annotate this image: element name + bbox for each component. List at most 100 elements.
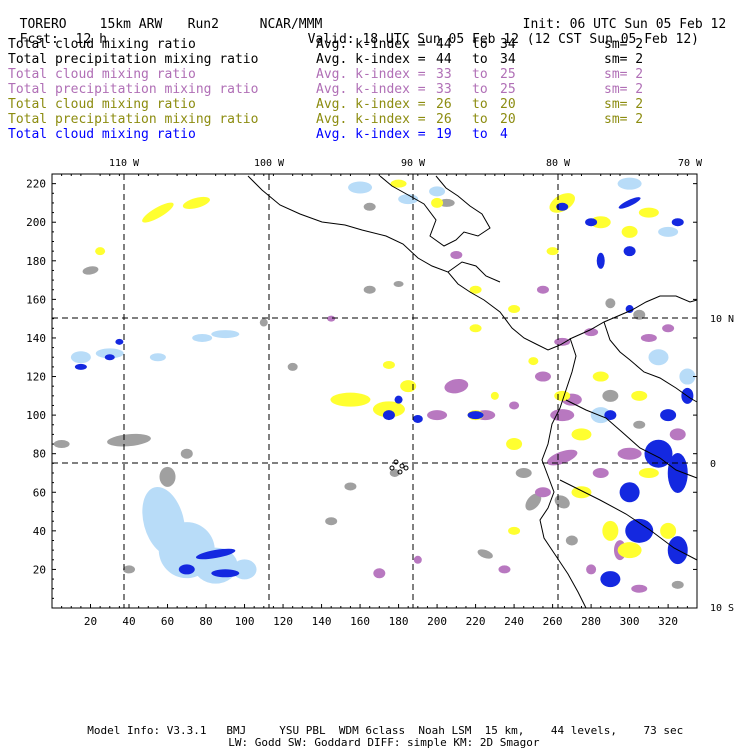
- cloud-yellow-12: [621, 225, 638, 238]
- legend-sm-1: sm= 2: [604, 37, 644, 52]
- cloud-yellow-13: [638, 207, 659, 218]
- cloud-purple-0: [444, 378, 469, 394]
- cloud-purple-5: [547, 449, 578, 466]
- cloud-yellow-3: [330, 392, 371, 407]
- cloud-gray-6: [325, 517, 338, 526]
- legend-to-2: to: [472, 52, 488, 67]
- cloud-purple-3: [534, 371, 551, 382]
- x-tick-label-8: 180: [389, 615, 409, 628]
- x-tick-label-11: 240: [504, 615, 524, 628]
- x-tick-label-15: 320: [658, 615, 678, 628]
- legend-sm-2: sm= 2: [604, 52, 644, 67]
- cloud-gray-5: [180, 448, 193, 459]
- galapagos-island-4: [403, 465, 409, 471]
- cloud-yellow-4: [372, 401, 405, 418]
- cloud-blue-7: [660, 409, 677, 422]
- legend-sm-5: sm= 2: [604, 97, 644, 112]
- cloud-gray-3: [159, 466, 176, 487]
- border-honduras: [447, 261, 501, 283]
- legend-field-2: Total precipitation mixing ratio: [8, 52, 259, 67]
- y-tick-label-5: 120: [26, 371, 46, 384]
- legend-avg-label-2: Avg. k-index =: [316, 52, 426, 67]
- legend-k-to-1: 34: [500, 37, 516, 52]
- cloud-gray-13: [393, 280, 404, 287]
- legend-to-7: to: [472, 127, 488, 142]
- cloud-blue-17: [211, 569, 240, 578]
- cloud-gray-0: [82, 266, 99, 275]
- galapagos-island-0: [393, 459, 399, 465]
- header-valid: Valid: 18 UTC Sun 05 Feb 12 (12 CST Sun …: [292, 17, 699, 47]
- header-model: TORERO: [4, 2, 67, 32]
- cloud-purple-19: [669, 428, 686, 441]
- cloud-yellow-14: [571, 428, 592, 441]
- cloud-blue-2: [619, 482, 640, 503]
- cloud-blue-18: [178, 564, 195, 575]
- cloud-lightblue-13: [658, 226, 679, 237]
- y-tick-label-4: 100: [26, 409, 46, 422]
- cloud-yellow-5: [400, 380, 417, 393]
- legend-k-from-1: 44: [436, 37, 452, 52]
- cloud-lightblue-9: [348, 181, 373, 194]
- cloud-yellow-26: [490, 391, 499, 400]
- cloud-gray-23: [633, 420, 646, 429]
- x-tick-label-3: 80: [199, 615, 212, 628]
- legend-sm-6: sm= 2: [604, 112, 644, 127]
- x-tick-label-14: 300: [620, 615, 640, 628]
- legend-sm-3: sm= 2: [604, 67, 644, 82]
- coastline-caribbean: [379, 175, 491, 247]
- fcst-value: 12 h: [75, 32, 107, 47]
- legend-avg-label-7: Avg. k-index =: [316, 127, 426, 142]
- footer-line-2: LW: Godd SW: Goddard DIFF: simple KM: 2D…: [228, 736, 540, 749]
- legend-k-to-3: 25: [500, 67, 516, 82]
- cloud-yellow-27: [390, 179, 407, 188]
- y-tick-label-1: 40: [33, 525, 46, 538]
- cloud-purple-9: [554, 337, 571, 346]
- cloud-yellow-17: [554, 390, 571, 401]
- cloud-yellow-21: [508, 526, 521, 535]
- lat-label-2: 10 S: [710, 603, 734, 614]
- cloud-purple-23: [509, 401, 520, 410]
- cloud-gray-20: [605, 298, 616, 309]
- cloud-gray-9: [515, 467, 532, 478]
- cloud-purple-13: [640, 333, 657, 342]
- lon-label-3: 80 W: [546, 158, 571, 169]
- cloud-lightblue-4: [70, 351, 91, 364]
- legend-avg-label-4: Avg. k-index =: [316, 82, 426, 97]
- cloud-blue-14: [104, 354, 115, 361]
- cloud-lightblue-14: [590, 407, 611, 424]
- cloud-purple-12: [327, 315, 336, 322]
- cloud-gray-2: [53, 440, 70, 449]
- legend-to-5: to: [472, 97, 488, 112]
- cloud-yellow-25: [382, 360, 395, 369]
- legend-avg-label-5: Avg. k-index =: [316, 97, 426, 112]
- cloud-purple-11: [450, 251, 463, 260]
- legend-k-to-7: 4: [500, 127, 508, 142]
- legend-sm-4: sm= 2: [604, 82, 644, 97]
- cloud-gray-7: [344, 482, 357, 491]
- header-run: Run2: [172, 2, 219, 32]
- legend-k-from-3: 33: [436, 67, 452, 82]
- cloud-blue-8: [604, 410, 617, 421]
- cloud-gray-18: [602, 389, 619, 402]
- legend-avg-label-1: Avg. k-index =: [316, 37, 426, 52]
- galapagos-island-1: [399, 463, 405, 469]
- cloud-gray-22: [565, 535, 578, 546]
- lon-label-1: 100 W: [254, 158, 285, 169]
- cloud-gray-14: [438, 198, 455, 207]
- cloud-lightblue-3: [232, 559, 257, 580]
- org-label: NCAR/MMM: [259, 17, 323, 32]
- y-tick-label-0: 20: [33, 563, 46, 576]
- x-tick-label-13: 280: [581, 615, 601, 628]
- cloud-yellow-2: [95, 247, 106, 256]
- footer-line-1: Model Info: V3.3.1 BMJ YSU PBL WDM 6clas…: [87, 724, 684, 737]
- header-org: NCAR/MMM: [244, 2, 323, 32]
- cloud-lightblue-15: [648, 349, 669, 366]
- cloud-yellow-18: [592, 371, 609, 382]
- cloud-yellow-1: [182, 196, 210, 209]
- header-init: Init: 06 UTC Sun 05 Feb 12: [507, 2, 727, 32]
- cloud-purple-6: [534, 487, 551, 498]
- x-tick-label-7: 160: [350, 615, 370, 628]
- cloud-blue-10: [412, 414, 423, 423]
- cloud-purple-18: [617, 447, 642, 460]
- footer-model-info: Model Info: V3.3.1 BMJ YSU PBL WDM 6clas…: [74, 713, 683, 737]
